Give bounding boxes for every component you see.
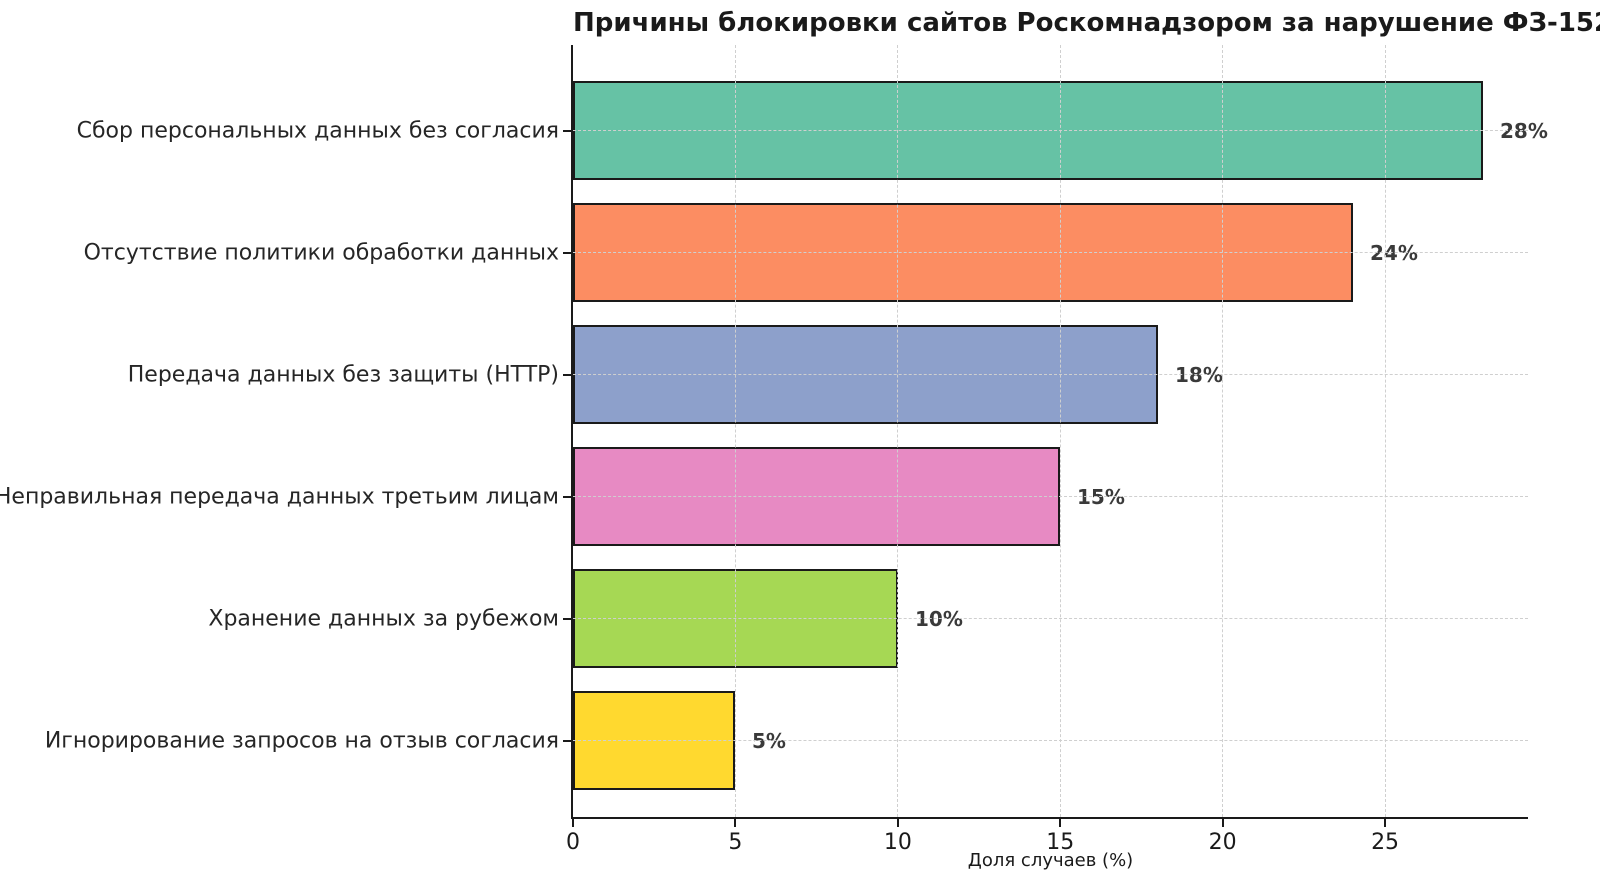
chart-title: Причины блокировки сайтов Роскомнадзором… (573, 8, 1600, 38)
x-tick-mark (896, 819, 899, 827)
x-axis-spine (571, 817, 1528, 819)
y-tick-label-6: Игнорирование запросов на отзыв согласия (44, 728, 559, 753)
gridline-horizontal (573, 374, 1528, 375)
y-tick-label-5: Хранение данных за рубежом (208, 606, 559, 631)
bar-5 (573, 569, 898, 668)
y-tick-label-4: Неправильная передача данных третьим лиц… (0, 484, 559, 509)
bar-4 (573, 447, 1060, 546)
gridline-horizontal (573, 130, 1528, 131)
bar-value-label-2: 24% (1370, 240, 1418, 265)
y-tick-mark (563, 495, 573, 498)
gridline-horizontal (573, 618, 1528, 619)
gridline-vertical (734, 45, 736, 817)
y-tick-label-3: Передача данных без защиты (HTTP) (127, 362, 559, 387)
gridline-vertical (897, 45, 899, 817)
y-axis-spine (571, 45, 573, 819)
gridline-horizontal (573, 496, 1528, 497)
bar-value-label-5: 10% (915, 606, 963, 631)
y-tick-mark (563, 373, 573, 376)
gridline-vertical (1384, 45, 1386, 817)
gridline-horizontal (573, 740, 1528, 741)
gridline-vertical (1222, 45, 1224, 817)
bar-value-label-3: 18% (1175, 362, 1223, 387)
y-tick-label-2: Отсутствие политики обработки данных (83, 240, 559, 265)
y-tick-mark (563, 617, 573, 620)
y-tick-mark (563, 251, 573, 254)
x-tick-mark (1221, 819, 1224, 827)
gridline-horizontal (573, 252, 1528, 253)
bar-value-label-1: 28% (1500, 118, 1548, 143)
bar-2 (573, 203, 1353, 302)
bar-6 (573, 691, 735, 790)
bar-value-label-6: 5% (752, 728, 786, 753)
bar-3 (573, 325, 1158, 424)
x-tick-mark (572, 819, 574, 827)
x-axis-title: Доля случаев (%) (967, 850, 1134, 871)
x-tick-mark (734, 819, 737, 827)
y-tick-mark (563, 739, 573, 742)
bar-1 (573, 81, 1483, 180)
y-tick-label-1: Сбор персональных данных без согласия (76, 118, 559, 143)
bar-value-label-4: 15% (1077, 484, 1125, 509)
x-tick-mark (1059, 819, 1062, 827)
x-tick-mark (1384, 819, 1387, 827)
y-tick-mark (563, 129, 573, 132)
gridline-vertical (1059, 45, 1061, 817)
